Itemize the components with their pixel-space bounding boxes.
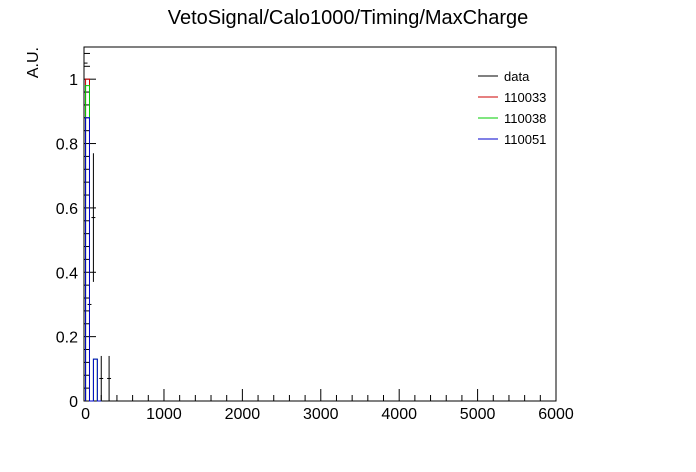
y-axis-label: A.U. [25, 47, 42, 78]
x-tick-label: 0 [81, 406, 90, 423]
axes-group: 0 1000 2000 3000 4000 5000 6000 0 0.2 0.4 0.6 0.8 1 [56, 52, 574, 423]
y-tick-label: 0.6 [56, 201, 78, 218]
y-tick-label: 0.2 [56, 330, 78, 347]
chart-title: VetoSignal/Calo1000/Timing/MaxCharge [168, 7, 529, 29]
y-tick-label: 1 [69, 72, 78, 89]
legend-label: 110033 [504, 90, 546, 105]
series-step-110051 [85, 117, 102, 402]
legend-label: 110051 [504, 132, 546, 147]
x-tick-label: 2000 [225, 406, 261, 423]
legend-label: data [504, 69, 530, 84]
legend-label: 110038 [504, 111, 546, 126]
y-tick-label: 0.8 [56, 137, 78, 154]
series-group [83, 62, 112, 402]
x-tick-label: 6000 [538, 406, 574, 423]
legend: data 110033 110038 110051 [478, 69, 546, 147]
plot-frame [83, 46, 557, 402]
x-tick-label: 5000 [460, 406, 496, 423]
x-tick-label: 3000 [303, 406, 339, 423]
y-tick-label: 0 [69, 394, 78, 411]
x-tick-label: 4000 [381, 406, 417, 423]
x-tick-label: 1000 [146, 406, 182, 423]
y-tick-label: 0.4 [56, 265, 78, 282]
